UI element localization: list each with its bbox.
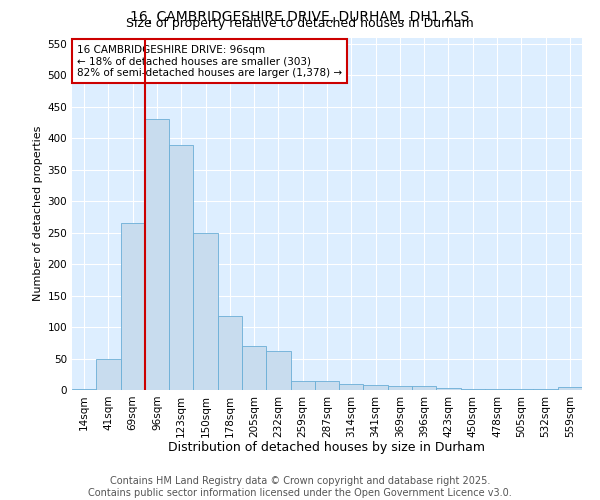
Bar [169, 144, 193, 390]
Bar [218, 316, 242, 390]
Text: 16 CAMBRIDGESHIRE DRIVE: 96sqm
← 18% of detached houses are smaller (303)
82% of: 16 CAMBRIDGESHIRE DRIVE: 96sqm ← 18% of … [77, 44, 342, 78]
Bar [96, 358, 121, 390]
Bar [436, 388, 461, 390]
Bar [145, 120, 169, 390]
Bar [558, 388, 582, 390]
Bar [290, 380, 315, 390]
Bar [509, 388, 533, 390]
Bar [461, 388, 485, 390]
Bar [242, 346, 266, 390]
Bar [364, 385, 388, 390]
Bar [72, 388, 96, 390]
Bar [339, 384, 364, 390]
Text: 16, CAMBRIDGESHIRE DRIVE, DURHAM, DH1 2LS: 16, CAMBRIDGESHIRE DRIVE, DURHAM, DH1 2L… [130, 10, 470, 24]
X-axis label: Distribution of detached houses by size in Durham: Distribution of detached houses by size … [169, 441, 485, 454]
Bar [315, 380, 339, 390]
Bar [388, 386, 412, 390]
Y-axis label: Number of detached properties: Number of detached properties [33, 126, 43, 302]
Bar [266, 351, 290, 390]
Bar [193, 232, 218, 390]
Bar [121, 223, 145, 390]
Bar [412, 386, 436, 390]
Text: Size of property relative to detached houses in Durham: Size of property relative to detached ho… [126, 18, 474, 30]
Text: Contains HM Land Registry data © Crown copyright and database right 2025.
Contai: Contains HM Land Registry data © Crown c… [88, 476, 512, 498]
